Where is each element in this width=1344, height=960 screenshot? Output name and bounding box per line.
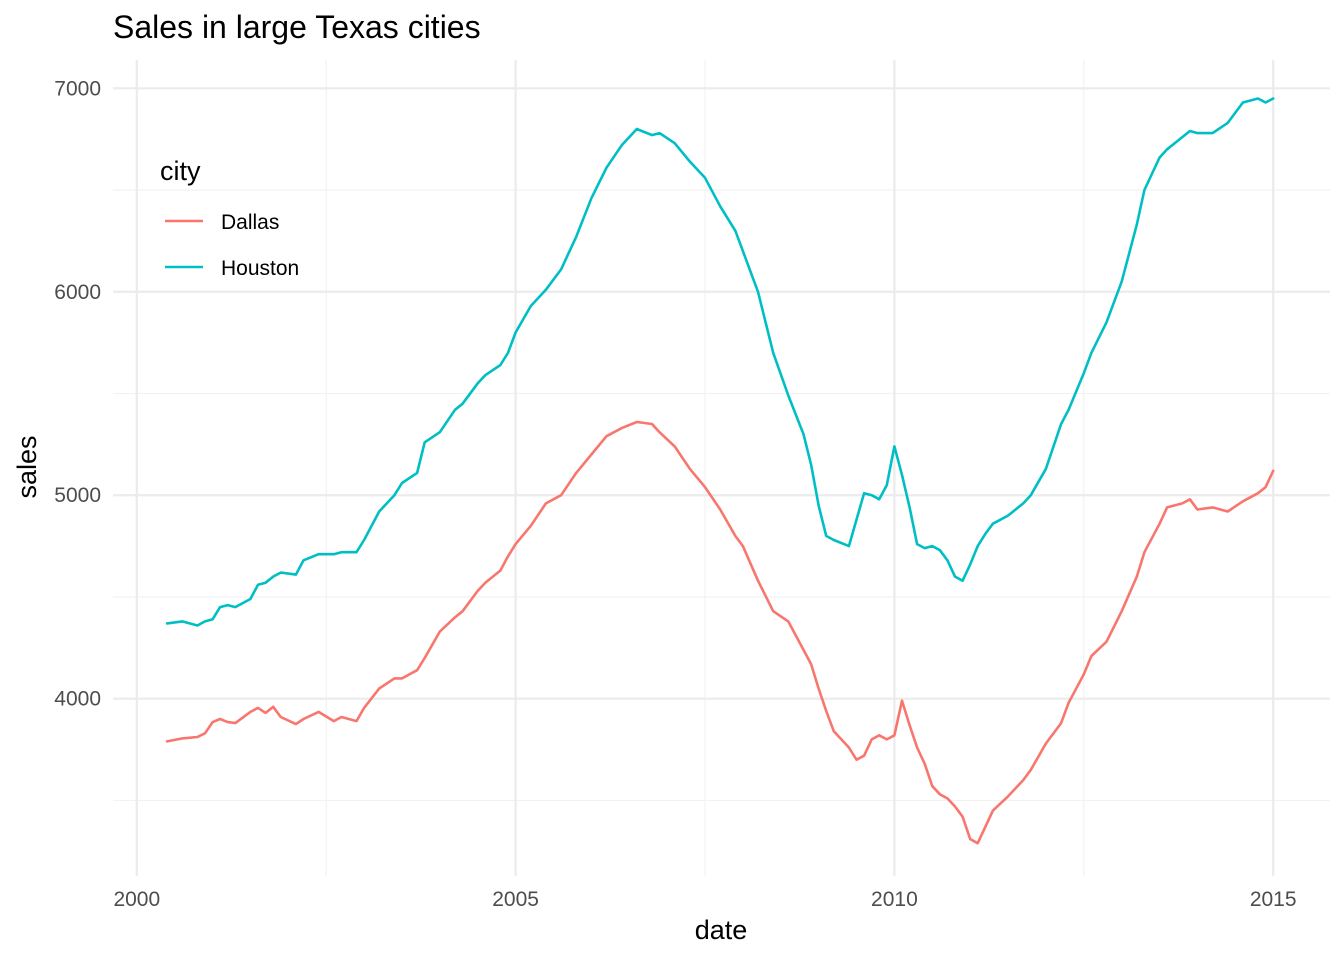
y-tick-label: 6000	[54, 281, 101, 304]
legend: city Dallas Houston	[160, 156, 299, 280]
legend-title: city	[160, 156, 201, 186]
x-tick-label: 2000	[113, 888, 160, 911]
minor-gridlines	[113, 60, 1330, 876]
y-tick-label: 7000	[54, 77, 101, 100]
series-line-dallas	[165, 420, 1275, 845]
x-tick-label: 2015	[1250, 888, 1297, 911]
legend-items: Dallas Houston	[165, 211, 299, 280]
x-axis-title: date	[695, 915, 748, 945]
y-axis-title: sales	[12, 435, 42, 498]
legend-label-houston: Houston	[221, 257, 299, 280]
y-tick-label: 4000	[54, 688, 101, 711]
legend-label-dallas: Dallas	[221, 211, 279, 234]
series-line-houston	[165, 97, 1275, 627]
y-tick-label: 5000	[54, 484, 101, 507]
x-axis-tick-labels: 2000 2005 2010 2015	[113, 888, 1296, 911]
x-tick-label: 2010	[871, 888, 918, 911]
series-lines	[165, 97, 1275, 845]
x-tick-label: 2005	[492, 888, 539, 911]
chart-title: Sales in large Texas cities	[113, 9, 481, 45]
major-gridlines	[113, 60, 1330, 876]
y-axis-tick-labels: 4000 5000 6000 7000	[54, 77, 101, 710]
